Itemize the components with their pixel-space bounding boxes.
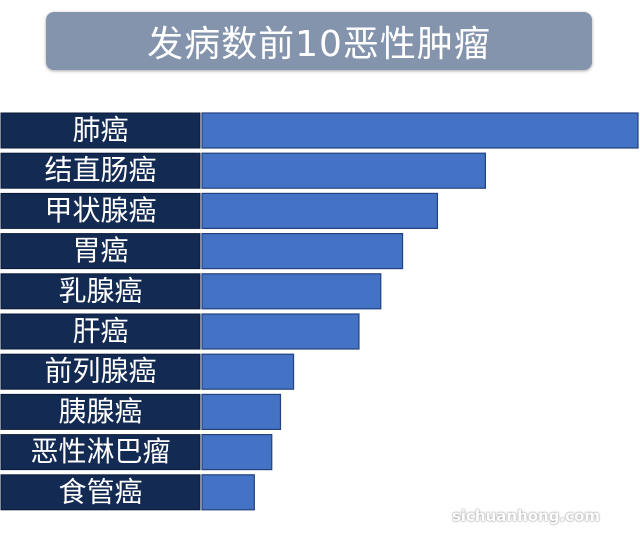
- category-label-background: [0, 273, 201, 310]
- bar: [201, 474, 255, 511]
- category-label: 肝癌: [72, 315, 128, 348]
- bar: [201, 112, 639, 149]
- category-label-background: [0, 313, 201, 350]
- category-label: 乳腺癌: [58, 274, 142, 307]
- bar: [201, 233, 404, 270]
- category-label: 结直肠癌: [44, 154, 156, 187]
- bar: [201, 434, 273, 471]
- bar: [201, 353, 295, 390]
- category-label-background: [0, 152, 201, 189]
- bar: [201, 313, 360, 350]
- bar: [201, 273, 382, 310]
- category-label: 肺癌: [72, 114, 128, 147]
- bar: [201, 393, 282, 430]
- category-label-background: [0, 192, 201, 229]
- category-label: 恶性淋巴瘤: [30, 435, 170, 468]
- bar: [201, 192, 439, 229]
- category-label: 甲状腺癌: [44, 194, 156, 227]
- watermark: sichuanhong.com: [451, 507, 600, 525]
- category-label: 前列腺癌: [44, 355, 156, 388]
- category-label-background: [0, 393, 201, 430]
- category-label: 食管癌: [58, 475, 142, 508]
- category-label: 胃癌: [72, 234, 128, 267]
- bar: [201, 152, 486, 189]
- category-label-background: [0, 353, 201, 390]
- category-label: 胰腺癌: [58, 395, 142, 428]
- category-label-background: [0, 112, 201, 149]
- category-label-background: [0, 233, 201, 270]
- chart-title: 发病数前10恶性肿瘤: [46, 12, 592, 70]
- category-label-background: [0, 474, 201, 511]
- category-label-background: [0, 434, 201, 471]
